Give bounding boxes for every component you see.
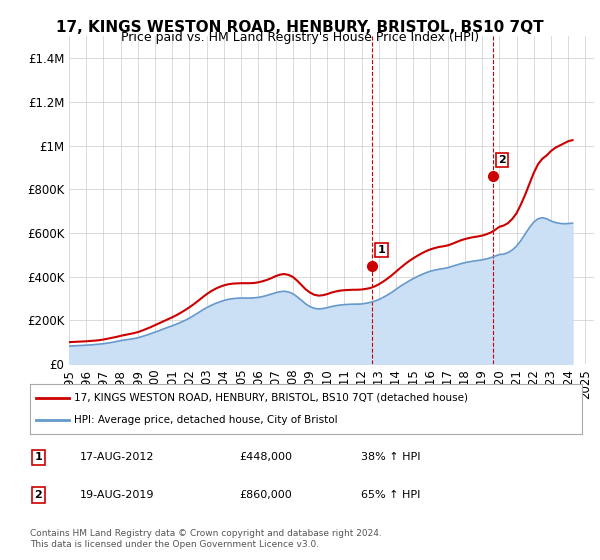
Text: £860,000: £860,000 (240, 490, 293, 500)
Text: 1: 1 (34, 452, 42, 463)
Text: 19-AUG-2019: 19-AUG-2019 (80, 490, 154, 500)
Text: Contains HM Land Registry data © Crown copyright and database right 2024.
This d: Contains HM Land Registry data © Crown c… (30, 529, 382, 549)
Text: Price paid vs. HM Land Registry's House Price Index (HPI): Price paid vs. HM Land Registry's House … (121, 31, 479, 44)
Text: 17, KINGS WESTON ROAD, HENBURY, BRISTOL, BS10 7QT (detached house): 17, KINGS WESTON ROAD, HENBURY, BRISTOL,… (74, 393, 468, 403)
Text: 38% ↑ HPI: 38% ↑ HPI (361, 452, 421, 463)
Text: £448,000: £448,000 (240, 452, 293, 463)
Text: HPI: Average price, detached house, City of Bristol: HPI: Average price, detached house, City… (74, 415, 338, 425)
Text: 65% ↑ HPI: 65% ↑ HPI (361, 490, 421, 500)
Text: 2: 2 (498, 155, 506, 165)
Text: 17, KINGS WESTON ROAD, HENBURY, BRISTOL, BS10 7QT: 17, KINGS WESTON ROAD, HENBURY, BRISTOL,… (56, 20, 544, 35)
Text: 1: 1 (377, 245, 385, 255)
Text: 2: 2 (34, 490, 42, 500)
Text: 17-AUG-2012: 17-AUG-2012 (80, 452, 154, 463)
